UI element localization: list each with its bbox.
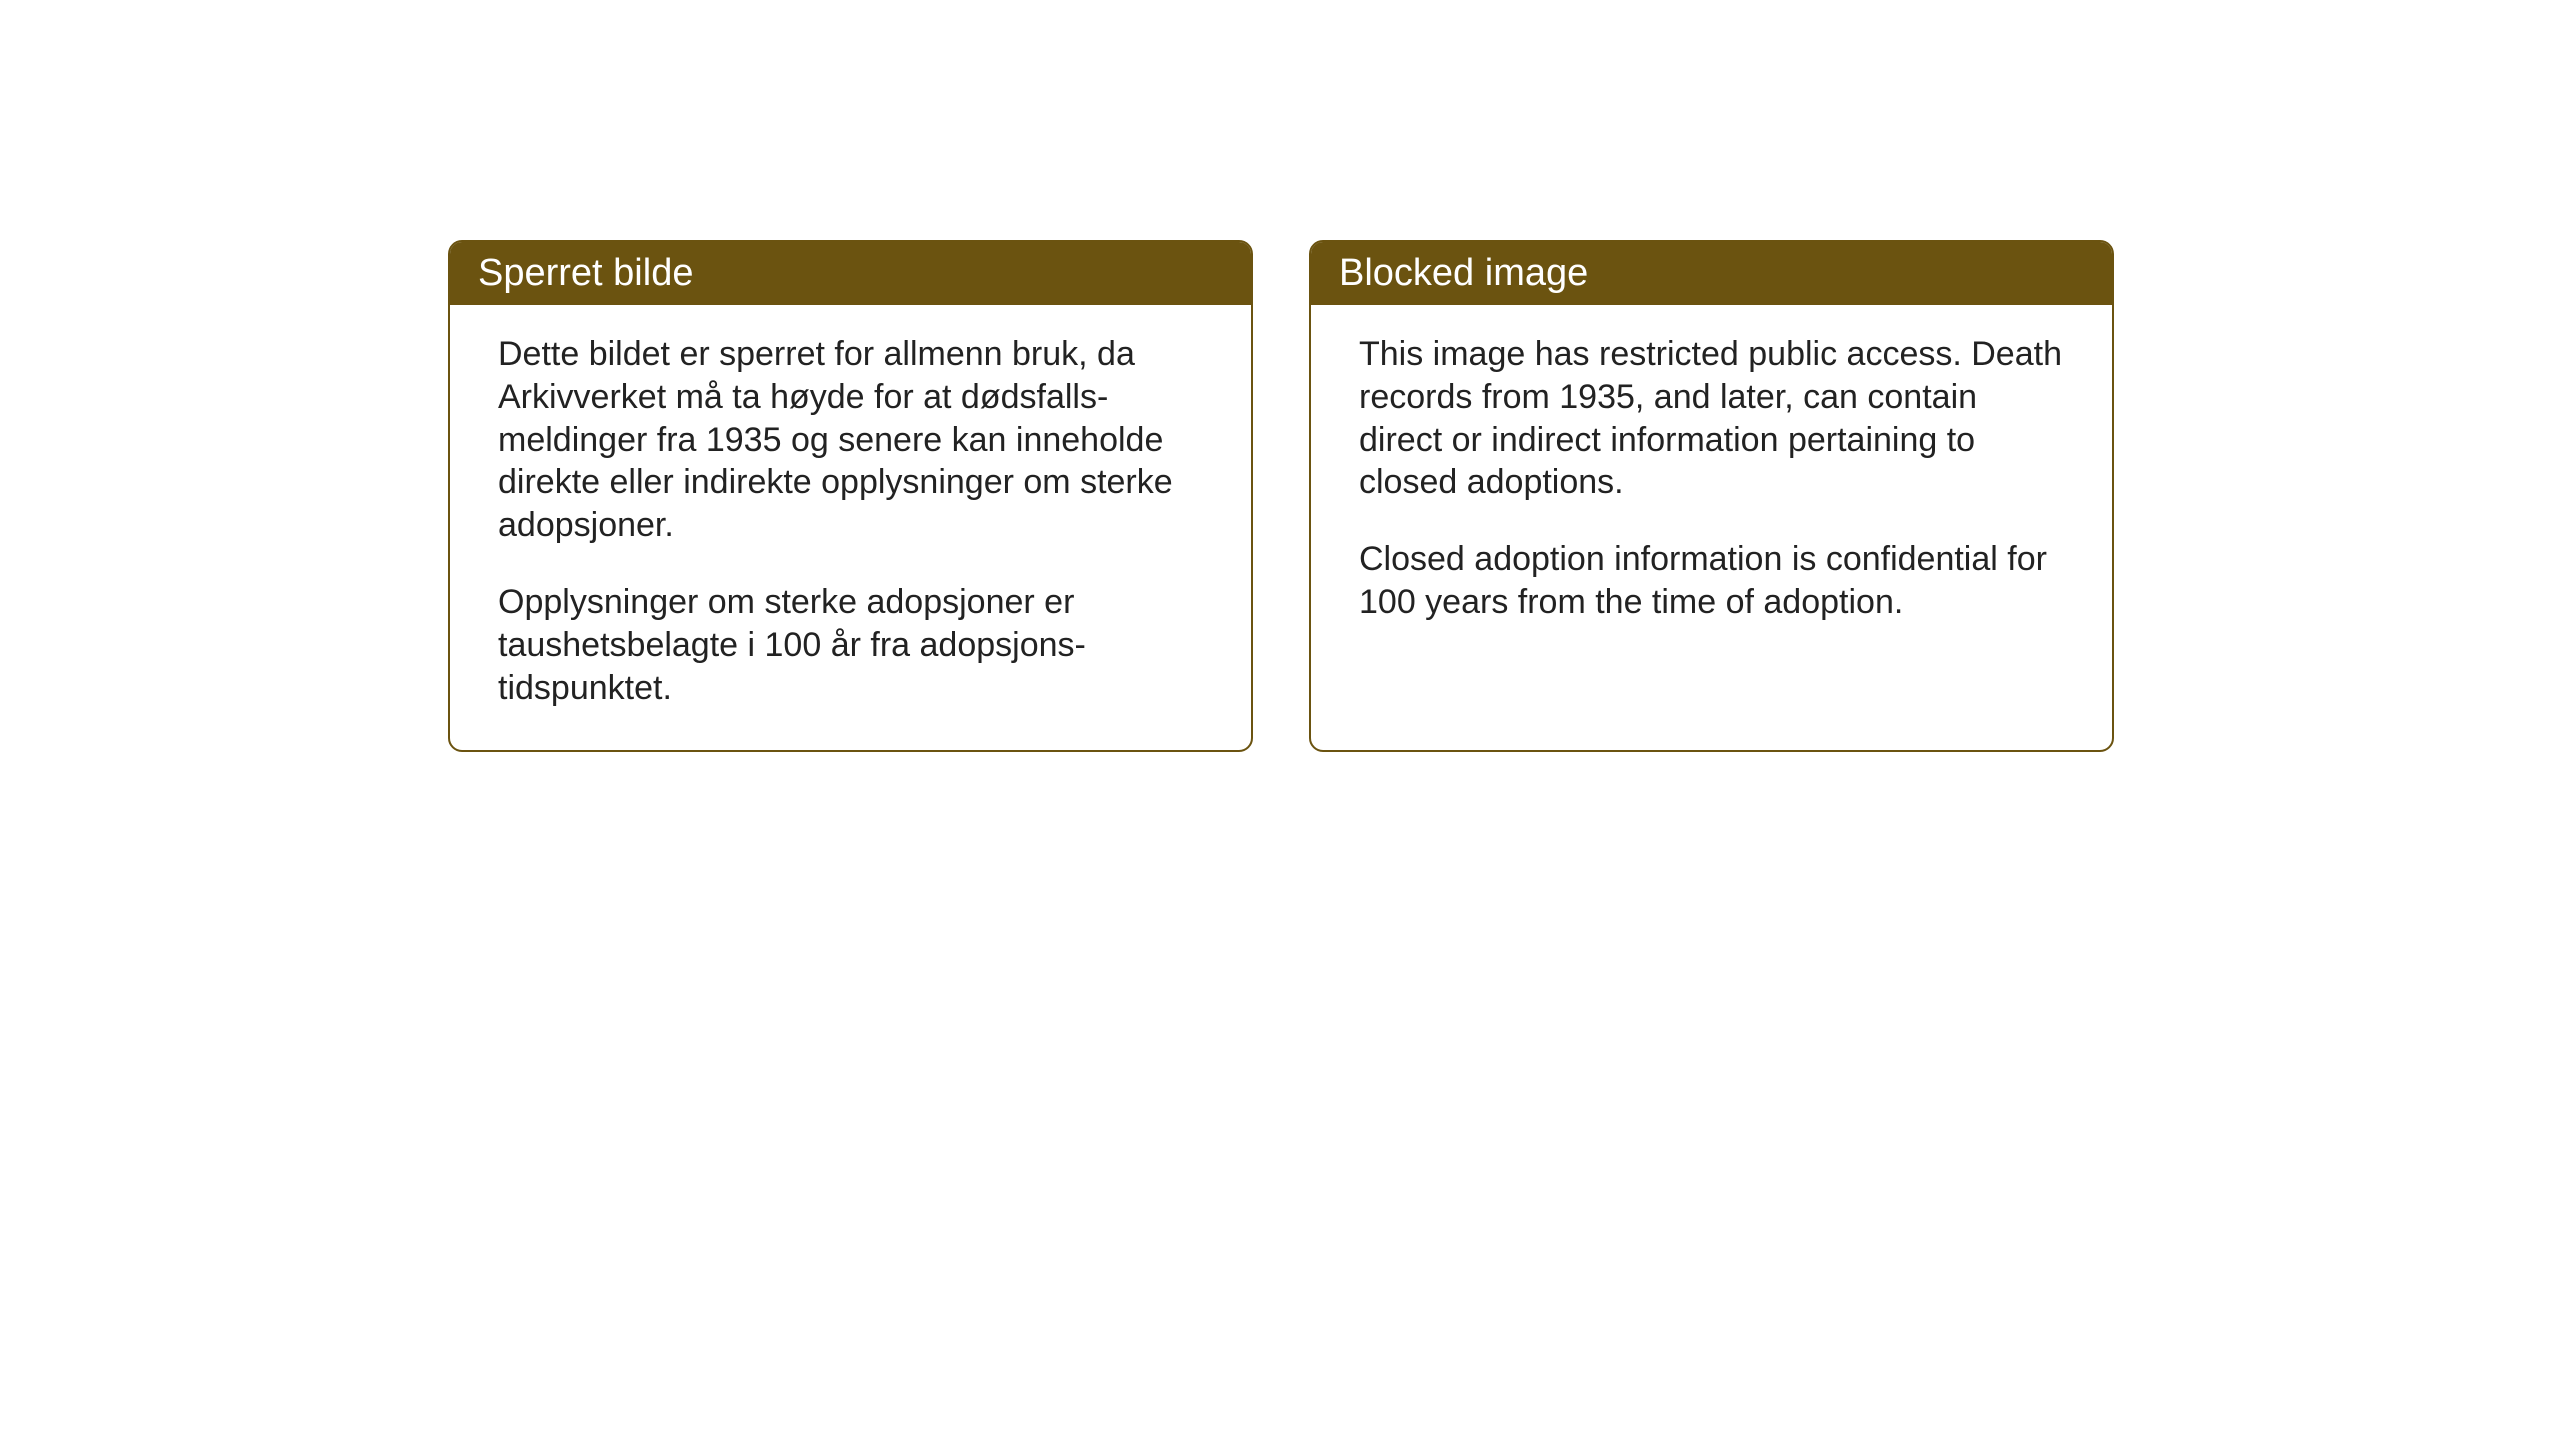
- norwegian-card-title: Sperret bilde: [478, 252, 693, 294]
- english-card: Blocked image This image has restricted …: [1309, 240, 2114, 752]
- norwegian-card-header: Sperret bilde: [450, 242, 1251, 305]
- norwegian-card: Sperret bilde Dette bildet er sperret fo…: [448, 240, 1253, 752]
- english-paragraph-2: Closed adoption information is confident…: [1359, 538, 2064, 624]
- english-paragraph-1: This image has restricted public access.…: [1359, 333, 2064, 504]
- cards-container: Sperret bilde Dette bildet er sperret fo…: [448, 240, 2114, 752]
- norwegian-paragraph-2: Opplysninger om sterke adopsjoner er tau…: [498, 581, 1203, 709]
- norwegian-paragraph-1: Dette bildet er sperret for allmenn bruk…: [498, 333, 1203, 547]
- english-card-body: This image has restricted public access.…: [1311, 305, 2112, 745]
- norwegian-card-body: Dette bildet er sperret for allmenn bruk…: [450, 305, 1251, 750]
- english-card-header: Blocked image: [1311, 242, 2112, 305]
- english-card-title: Blocked image: [1339, 252, 1588, 294]
